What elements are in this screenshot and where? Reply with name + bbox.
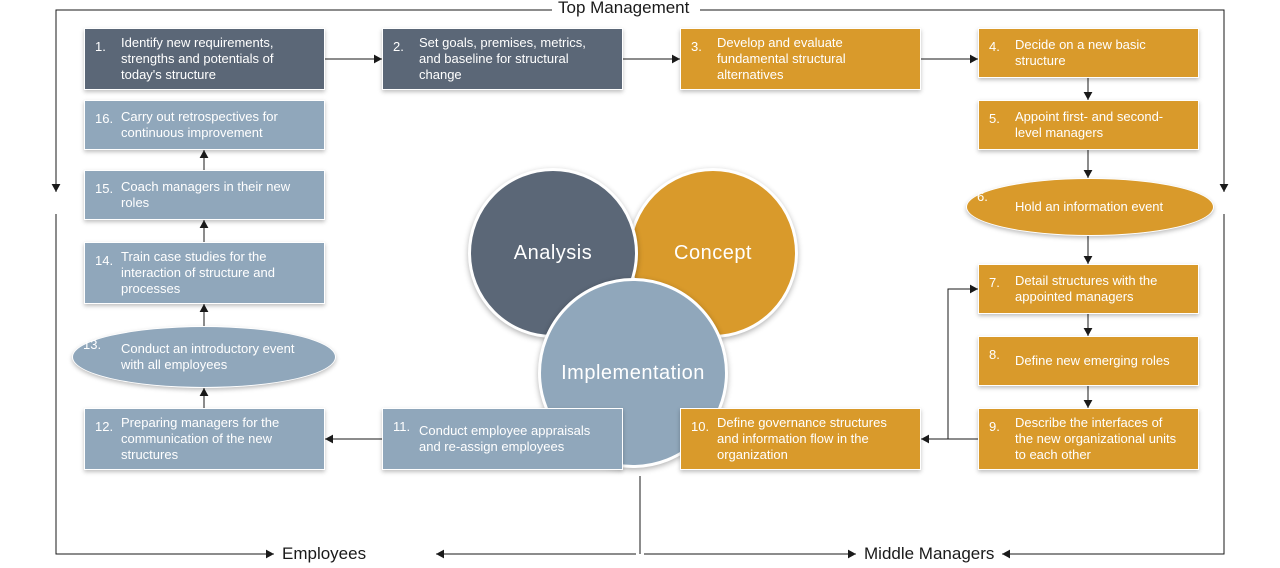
step-b8: 8. Define new emerging roles <box>978 336 1199 386</box>
circle-label-concept: Concept <box>674 242 752 265</box>
step-text-b7: Detail structures with the appointed man… <box>1015 273 1157 304</box>
arrowhead-a7-8 <box>1084 328 1093 336</box>
step-number-b2: 2. <box>393 39 404 54</box>
arrowhead-frame-left-top <box>52 184 61 192</box>
step-b11: 11. Conduct employee appraisals and re-as… <box>382 408 623 470</box>
step-number-b7: 7. <box>989 275 1000 290</box>
step-text-b1: Identify new requirements, strengths and… <box>121 35 274 83</box>
step-b14: 14. Train case studies for the interactio… <box>84 242 325 304</box>
arrowhead-a12-13 <box>200 388 209 396</box>
step-b10: 10. Define governance structures and info… <box>680 408 921 470</box>
step-text-b16: Carry out retrospectives for continuous … <box>121 109 278 140</box>
step-b1: 1. Identify new requirements, strengths a… <box>84 28 325 90</box>
step-text-b8: Define new emerging roles <box>1015 353 1170 368</box>
arrowhead-a9-7-loop <box>970 285 978 294</box>
step-b13: 13. Conduct an introductory event with al… <box>72 326 336 388</box>
arrowhead-a1-2 <box>374 55 382 64</box>
step-number-b15: 15. <box>95 181 113 196</box>
step-number-b3: 3. <box>691 39 702 54</box>
step-text-b13: Conduct an introductory event with all e… <box>121 341 294 372</box>
step-text-b12: Preparing managers for the communication… <box>121 415 279 463</box>
step-number-b6: 6. <box>977 189 988 204</box>
arrowhead-frame-left-bot <box>266 550 274 559</box>
step-text-b5: Appoint first- and second-level managers <box>1015 109 1163 140</box>
step-text-b14: Train case studies for the interaction o… <box>121 249 275 297</box>
arrow-a9-7-loop <box>948 289 978 439</box>
arrowhead-frame-mid-bot-l <box>436 550 444 559</box>
arrowhead-a5-6 <box>1084 170 1093 178</box>
step-number-b10: 10. <box>691 419 709 434</box>
section-label-left: Employees <box>282 544 366 564</box>
step-text-b15: Coach managers in their new roles <box>121 179 290 210</box>
step-text-b10: Define governance structures and informa… <box>717 415 887 463</box>
step-b3: 3. Develop and evaluate fundamental struc… <box>680 28 921 90</box>
step-number-b11: 11. <box>393 419 410 434</box>
step-b15: 15. Coach managers in their new roles <box>84 170 325 220</box>
section-label-top: Top Management <box>558 0 689 18</box>
step-number-b14: 14. <box>95 253 113 268</box>
step-b12: 12. Preparing managers for the communicat… <box>84 408 325 470</box>
step-number-b8: 8. <box>989 347 1000 362</box>
step-b16: 16. Carry out retrospectives for continuo… <box>84 100 325 150</box>
step-b9: 9. Describe the interfaces of the new org… <box>978 408 1199 470</box>
step-text-b3: Develop and evaluate fundamental structu… <box>717 35 846 83</box>
step-text-b6: Hold an information event <box>1015 199 1163 214</box>
step-text-b9: Describe the interfaces of the new organ… <box>1015 415 1176 463</box>
step-text-b11: Conduct employee appraisals and re-assig… <box>419 423 590 454</box>
circle-label-implementation: Implementation <box>561 362 705 385</box>
step-number-b4: 4. <box>989 39 1000 54</box>
arrowhead-a11-12 <box>325 435 333 444</box>
arrowhead-a2-3 <box>672 55 680 64</box>
circle-label-analysis: Analysis <box>514 242 592 265</box>
step-b7: 7. Detail structures with the appointed m… <box>978 264 1199 314</box>
step-number-b16: 16. <box>95 111 113 126</box>
step-number-b12: 12. <box>95 419 113 434</box>
step-b6: 6. Hold an information event <box>966 178 1214 236</box>
step-b2: 2. Set goals, premises, metrics, and base… <box>382 28 623 90</box>
arrowhead-frame-mid-bot-r <box>848 550 856 559</box>
section-label-right: Middle Managers <box>864 544 994 564</box>
step-b4: 4. Decide on a new basic structure <box>978 28 1199 78</box>
step-text-b4: Decide on a new basic structure <box>1015 37 1146 68</box>
step-b5: 5. Appoint first- and second-level manage… <box>978 100 1199 150</box>
step-number-b9: 9. <box>989 419 1000 434</box>
step-number-b13: 13. <box>83 337 101 352</box>
arrowhead-frame-right-bot <box>1002 550 1010 559</box>
arrowhead-frame-right-top <box>1220 184 1229 192</box>
step-number-b5: 5. <box>989 111 1000 126</box>
step-number-b1: 1. <box>95 39 106 54</box>
arrowhead-a3-4 <box>970 55 978 64</box>
step-text-b2: Set goals, premises, metrics, and baseli… <box>419 35 586 83</box>
diagram-stage: Analysis Concept Implementation 1. Identify … <box>0 0 1280 568</box>
arrowhead-a9-10 <box>921 435 929 444</box>
